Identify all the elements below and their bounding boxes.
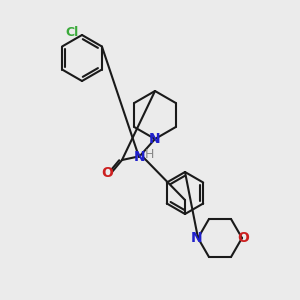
- Text: N: N: [134, 150, 146, 164]
- Text: Cl: Cl: [65, 26, 79, 40]
- Text: O: O: [237, 231, 249, 245]
- Text: N: N: [191, 231, 203, 245]
- Text: O: O: [101, 166, 113, 180]
- Text: H: H: [144, 148, 154, 161]
- Text: N: N: [149, 132, 161, 146]
